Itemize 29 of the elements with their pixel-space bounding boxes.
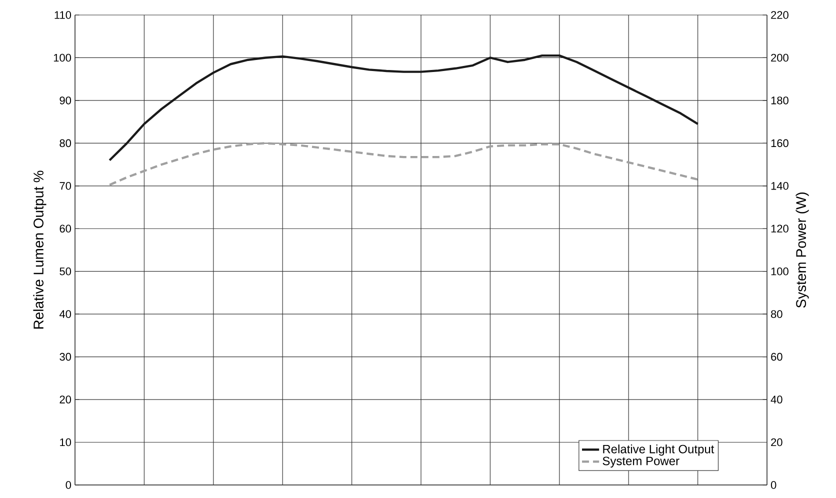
y2-tick-label: 140 (771, 182, 788, 190)
y-tick-label: 110 (54, 11, 72, 19)
y-tick-label: 20 (60, 396, 72, 404)
legend-label: System Power (602, 456, 680, 468)
y-tick-label: 100 (54, 54, 72, 62)
y-tick-label: 70 (60, 182, 72, 190)
y-tick-label: 50 (60, 267, 72, 276)
y-tick-label: 90 (60, 96, 72, 104)
y2-tick-label: 100 (771, 267, 788, 276)
y2-tick-label: 120 (771, 224, 788, 233)
y2-tick-label: 160 (771, 139, 788, 148)
y2-tick-label: 200 (771, 54, 788, 62)
y2-tick-label: 80 (771, 310, 782, 318)
y-tick-label: 30 (60, 352, 72, 361)
y-tick-label: 60 (60, 224, 72, 233)
y2-axis-title: System Power (W) (796, 192, 809, 308)
y-tick-label: 80 (60, 139, 72, 148)
y2-tick-label: 0 (770, 481, 776, 489)
y-tick-label: 0 (66, 481, 72, 489)
y2-tick-label: 40 (770, 396, 782, 404)
line-series (108, 54, 699, 162)
y-tick-label: 40 (59, 310, 72, 318)
y-tick-label: 10 (60, 438, 72, 446)
y2-tick-label: 60 (771, 352, 782, 361)
legend-label: Relative Light Output (603, 444, 714, 456)
y-axis-title: Relative Lumen Output % (33, 170, 46, 329)
y2-tick-label: 20 (771, 438, 782, 446)
y2-tick-label: 220 (771, 11, 788, 19)
y2-tick-label: 180 (771, 96, 788, 104)
